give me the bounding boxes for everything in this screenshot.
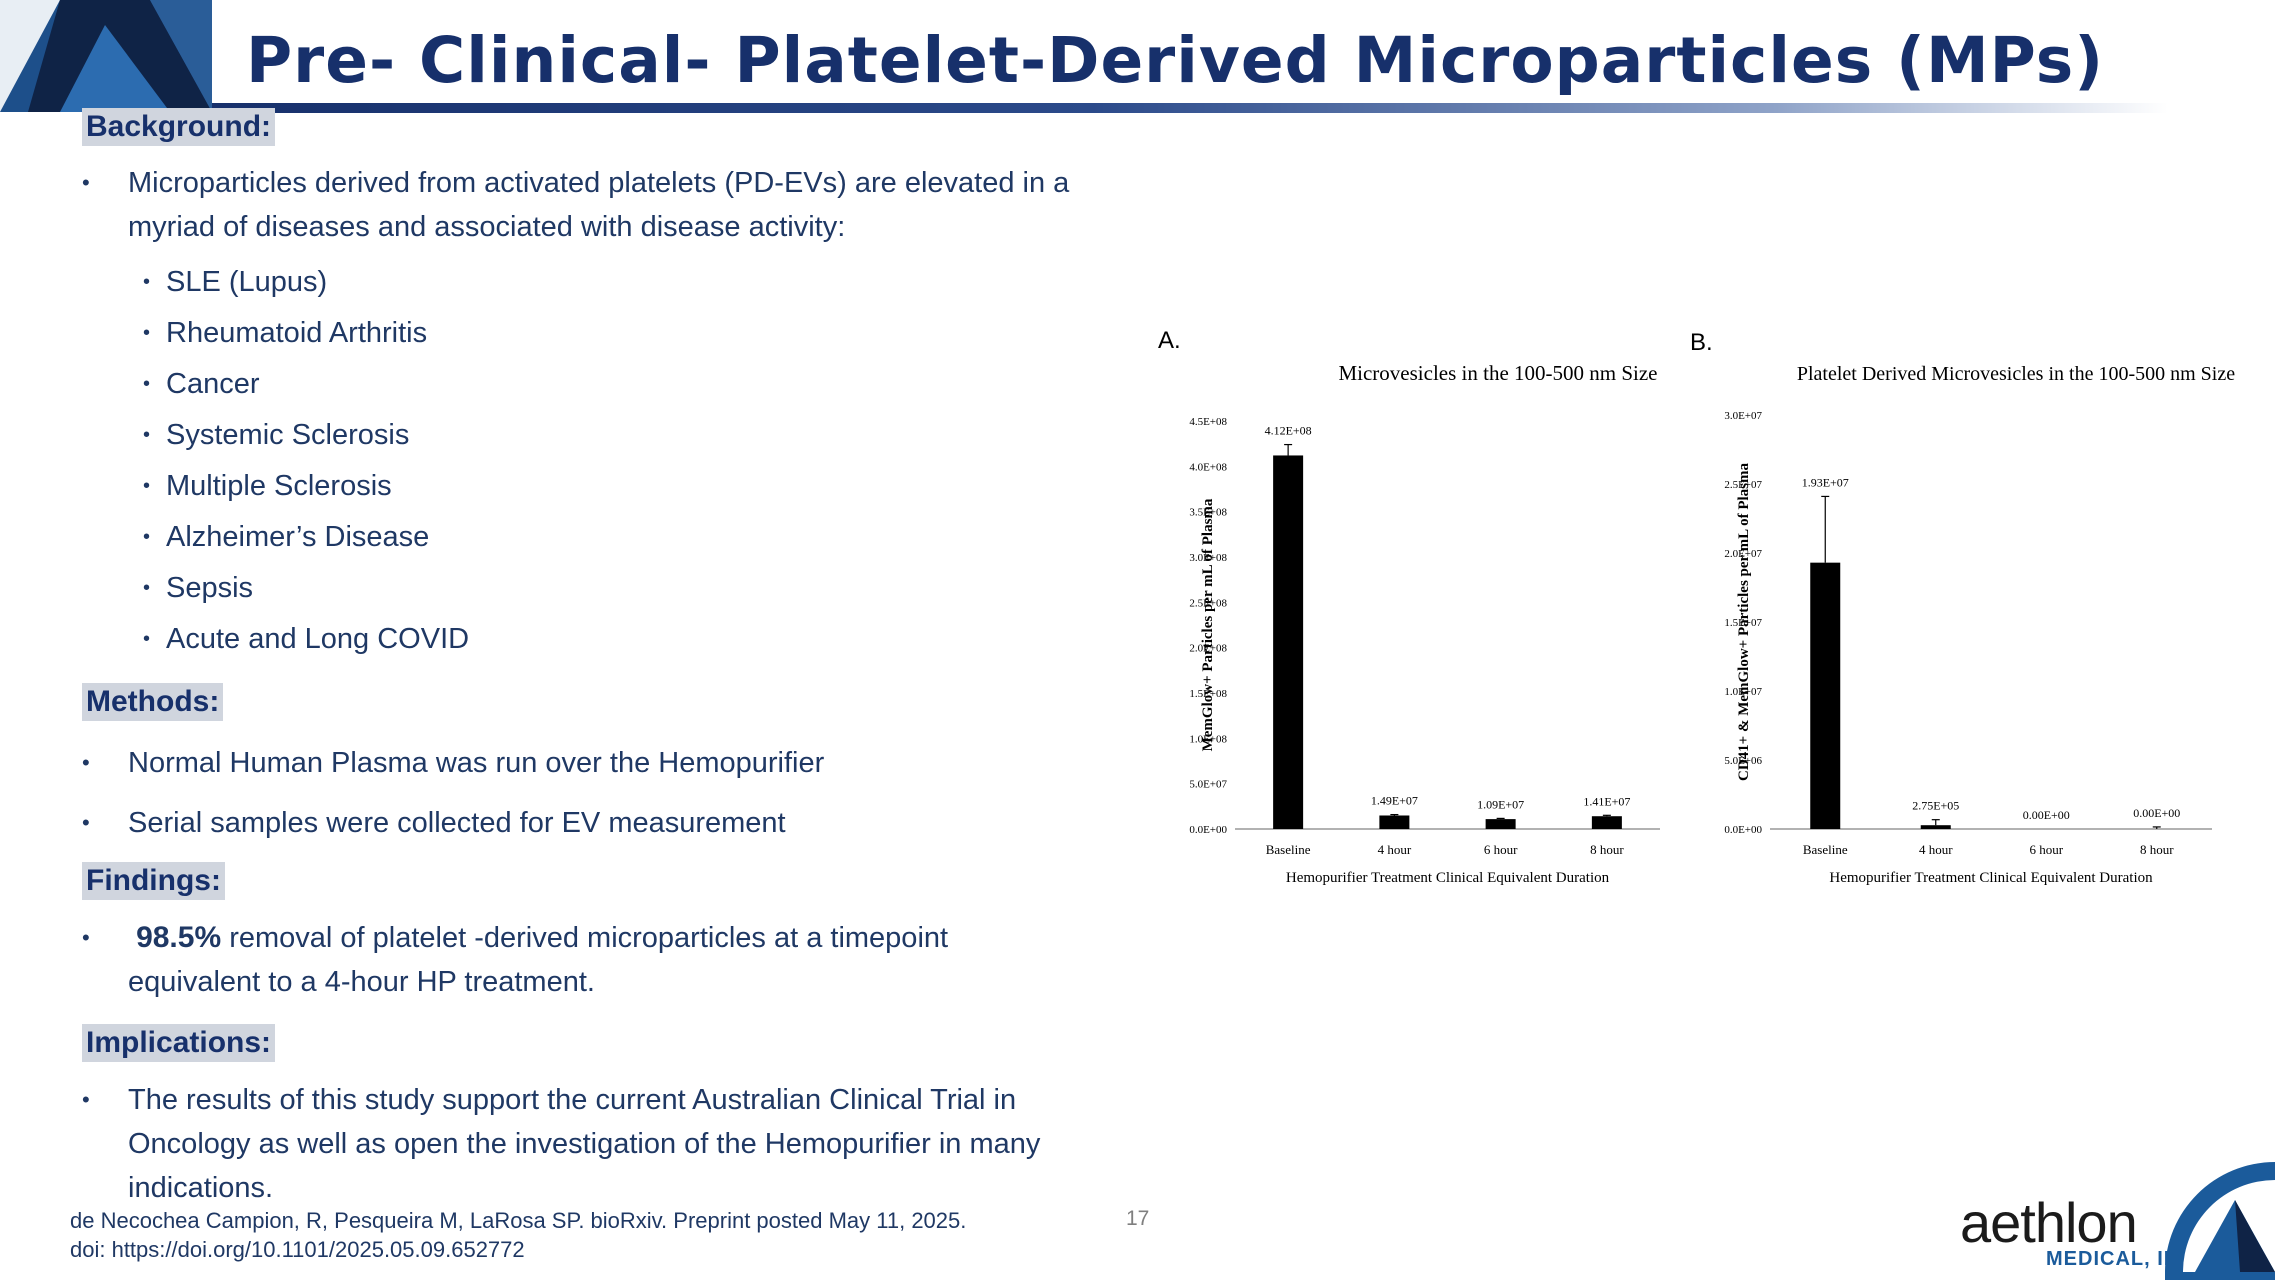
methods-bullet: • Normal Human Plasma was run over the He… [82, 747, 825, 779]
y-tick-label: 2.5E+08 [1189, 597, 1227, 609]
bar [1485, 819, 1516, 829]
disease-item: • Systemic Sclerosis [143, 419, 410, 451]
data-label: 0.00E+00 [2133, 806, 2180, 820]
x-axis-label: Hemopurifier Treatment Clinical Equivale… [1829, 870, 2153, 886]
y-tick-label: 3.0E+07 [1724, 410, 1762, 422]
y-tick-label: 4.0E+08 [1189, 461, 1227, 473]
x-tick-label: 6 hour [2029, 842, 2063, 857]
x-tick-label: Baseline [1803, 842, 1848, 857]
title-underline [212, 103, 2168, 113]
methods-bullet: • Serial samples were collected for EV me… [82, 807, 786, 839]
bar [1379, 815, 1410, 829]
y-tick-label: 3.0E+08 [1189, 552, 1227, 564]
implications-bullet: • The results of this study support the c… [82, 1084, 1041, 1204]
y-tick-label: 5.0E+07 [1189, 779, 1227, 791]
bar [1273, 455, 1304, 829]
findings-highlight: 98.5% [136, 921, 222, 954]
data-label: 2.75E+05 [1912, 799, 1959, 813]
chart-title: Platelet Derived Microvesicles in the 10… [1797, 363, 2235, 385]
disease-item: • Sepsis [143, 572, 254, 604]
y-tick-label: 4.5E+08 [1189, 416, 1227, 428]
y-tick-label: 0.0E+00 [1724, 824, 1762, 836]
y-tick-label: 3.5E+08 [1189, 507, 1227, 519]
x-tick-label: 8 hour [2140, 842, 2174, 857]
citation-doi: doi: https://doi.org/10.1101/2025.05.09.… [70, 1237, 525, 1262]
x-tick-label: 4 hour [1378, 842, 1412, 857]
disease-item: • Alzheimer’s Disease [143, 521, 430, 553]
y-tick-label: 1.5E+07 [1724, 617, 1762, 629]
x-tick-label: 4 hour [1919, 842, 1953, 857]
findings-heading: Findings: [82, 862, 225, 900]
implications-heading: Implications: [82, 1024, 276, 1062]
data-label: 4.12E+08 [1265, 424, 1312, 438]
y-axis-label: MemGlow+ Particles per mL of Plasma [1200, 498, 1216, 751]
y-tick-label: 1.5E+08 [1189, 688, 1227, 700]
citation: de Necochea Campion, R, Pesqueira M, LaR… [70, 1206, 966, 1264]
corner-logo-icon [0, 0, 212, 112]
panel-label: A. [1158, 327, 1181, 354]
methods-heading: Methods: [82, 683, 224, 721]
panel-label: B. [1690, 329, 1713, 356]
y-tick-label: 2.0E+07 [1724, 548, 1762, 560]
disease-item: • SLE (Lupus) [143, 266, 328, 298]
data-label: 1.93E+07 [1802, 475, 1849, 489]
disease-item: • Acute and Long COVID [143, 623, 470, 655]
y-tick-label: 0.0E+00 [1189, 824, 1227, 836]
page-number: 17 [1126, 1207, 1150, 1230]
data-label: 1.09E+07 [1477, 797, 1524, 811]
slide-title: Pre- Clinical- Platelet-Derived Micropar… [246, 24, 2104, 97]
y-axis-label: CD41+ & MemGlow+ Particles per mL of Pla… [1736, 463, 1752, 782]
data-label: 1.49E+07 [1371, 794, 1418, 808]
brand-name: aethlon [1960, 1191, 2138, 1254]
chart-title: Microvesicles in the 100-500 nm Size [1338, 361, 1657, 385]
x-tick-label: 6 hour [1484, 842, 1518, 857]
chart-b: B. Platelet Derived Microvesicles in the … [1690, 329, 2235, 886]
y-tick-label: 1.0E+07 [1724, 686, 1762, 698]
findings-bullet: • 98.5% removal of platelet -derived mic… [82, 921, 949, 998]
y-tick-label: 1.0E+08 [1189, 733, 1227, 745]
y-tick-label: 2.5E+07 [1724, 479, 1762, 491]
disease-item: • Cancer [143, 368, 260, 400]
disease-item: • Rheumatoid Arthritis [143, 317, 428, 349]
y-tick-label: 2.0E+08 [1189, 643, 1227, 655]
background-bullet: • Microparticles derived from activated … [82, 161, 1092, 249]
x-tick-label: 8 hour [1590, 842, 1624, 857]
bar [1920, 825, 1951, 829]
citation-line: de Necochea Campion, R, Pesqueira M, LaR… [70, 1208, 967, 1233]
brand-subtitle: MEDICAL, INC. [2046, 1248, 2202, 1270]
brand-logo: aethlon MEDICAL, INC. [1960, 1160, 2275, 1280]
x-axis-label: Hemopurifier Treatment Clinical Equivale… [1286, 870, 1610, 886]
bullet-icon: • [82, 170, 90, 195]
background-heading: Background: [82, 108, 276, 146]
y-tick-label: 5.0E+06 [1724, 755, 1762, 767]
chart-a: A. Microvesicles in the 100-500 nm Size Me… [1158, 327, 1660, 886]
x-tick-label: Baseline [1266, 842, 1311, 857]
bar [1810, 562, 1841, 829]
data-label: 0.00E+00 [2023, 808, 2070, 822]
disease-item: • Multiple Sclerosis [143, 470, 392, 502]
brand-mark-icon [2165, 1162, 2275, 1280]
bar [1591, 816, 1622, 829]
data-label: 1.41E+07 [1583, 794, 1630, 808]
